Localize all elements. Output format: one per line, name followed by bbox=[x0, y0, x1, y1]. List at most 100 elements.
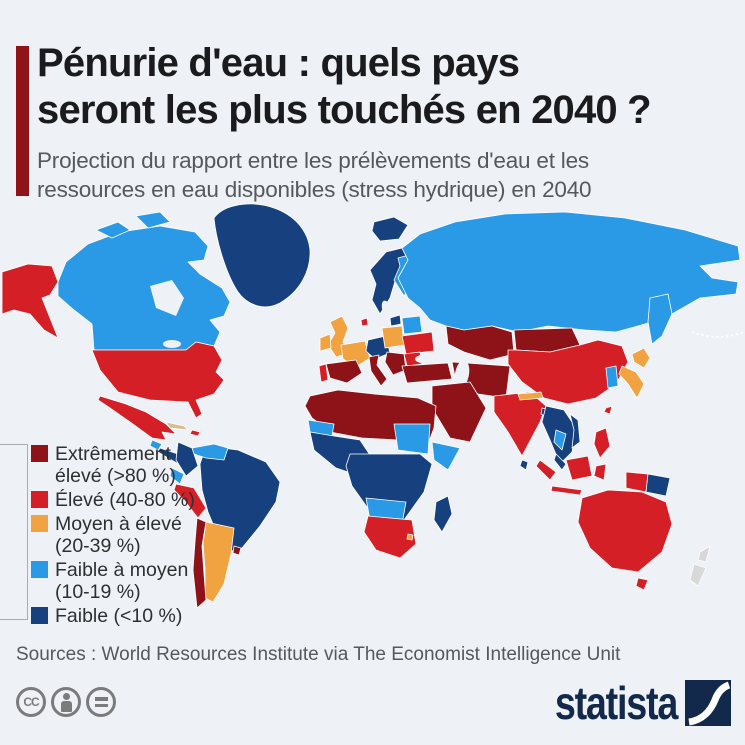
region-aleutian-islands bbox=[691, 331, 745, 338]
title-accent-bar bbox=[16, 46, 29, 196]
license-icons: CC bbox=[16, 687, 116, 717]
legend-label: Faible (<10 %) bbox=[55, 605, 183, 627]
region-spain bbox=[325, 359, 363, 384]
region-usa bbox=[91, 341, 225, 419]
region-borneo bbox=[565, 455, 593, 481]
page-subtitle: Projection du rapport entre les prélèvem… bbox=[37, 146, 592, 204]
no-derivatives-icon bbox=[86, 687, 116, 717]
legend-label: Moyen à élevé (20-39 %) bbox=[55, 513, 182, 557]
world-map bbox=[1, 203, 745, 609]
title-line-2: seront les plus touchés en 2040 ? bbox=[37, 88, 652, 132]
cc-icon-label: CC bbox=[23, 695, 39, 709]
region-west-papua bbox=[625, 471, 649, 493]
region-eswatini bbox=[406, 533, 414, 541]
legend: Extrêmement élevé (>80 %) Élevé (40-80 %… bbox=[31, 443, 203, 629]
region-philippines bbox=[593, 427, 611, 459]
subtitle-line-2: ressources en eau disponibles (stress hy… bbox=[37, 177, 592, 202]
region-central-asia bbox=[445, 325, 515, 361]
region-cuba bbox=[165, 421, 189, 431]
region-portugal bbox=[318, 363, 329, 383]
region-peru bbox=[173, 483, 207, 519]
region-madagascar bbox=[433, 495, 453, 533]
legend-item: Faible à moyen (10-19 %) bbox=[31, 559, 203, 603]
region-new-zealand-south bbox=[689, 563, 707, 587]
region-southern-africa bbox=[363, 515, 417, 559]
region-russia bbox=[397, 211, 741, 333]
region-ecuador bbox=[169, 467, 185, 485]
region-norway-sweden bbox=[369, 247, 409, 315]
subtitle-line-1: Projection du rapport entre les prélèvem… bbox=[37, 148, 589, 173]
legend-item: Extrêmement élevé (>80 %) bbox=[31, 443, 203, 487]
legend-item: Élevé (40-80 %) bbox=[31, 489, 203, 511]
legend-label: Faible à moyen (10-19 %) bbox=[55, 559, 189, 603]
region-nepal bbox=[517, 391, 544, 401]
legend-swatch-high bbox=[31, 491, 48, 508]
region-canada bbox=[57, 225, 231, 351]
region-guatemala bbox=[149, 439, 163, 451]
legend-swatch-extremely-high bbox=[31, 445, 48, 462]
region-kamchatka bbox=[647, 293, 673, 345]
region-argentina bbox=[202, 521, 235, 603]
statista-logo: statista bbox=[528, 676, 731, 730]
cc-icon: CC bbox=[16, 687, 46, 717]
statista-logo-icon bbox=[685, 680, 731, 726]
legend-item: Moyen à élevé (20-39 %) bbox=[31, 513, 203, 557]
region-papua-new-guinea bbox=[645, 473, 671, 497]
region-sumatra bbox=[535, 459, 557, 481]
region-france bbox=[340, 340, 371, 368]
region-chile bbox=[192, 517, 207, 609]
region-malaysia bbox=[553, 453, 567, 471]
region-tasmania bbox=[635, 577, 649, 591]
region-baltics bbox=[389, 314, 402, 327]
region-new-zealand-north bbox=[697, 545, 711, 563]
hudson-bay bbox=[150, 280, 184, 316]
equals-icon bbox=[94, 697, 108, 707]
region-japan-hokkaido bbox=[631, 347, 651, 369]
region-iceland bbox=[371, 216, 409, 242]
region-ireland bbox=[319, 333, 332, 352]
region-mexico bbox=[97, 395, 177, 441]
region-hispaniola bbox=[189, 429, 201, 437]
region-belarus bbox=[401, 315, 423, 335]
region-balkans bbox=[384, 351, 407, 376]
region-sulawesi bbox=[593, 463, 607, 481]
legend-swatch-low-medium bbox=[31, 561, 48, 578]
legend-swatch-low bbox=[31, 607, 48, 624]
sources-text: Sources : World Resources Institute via … bbox=[16, 644, 621, 665]
region-australia bbox=[577, 489, 673, 573]
region-colombia bbox=[175, 441, 199, 477]
region-horn-of-africa bbox=[431, 441, 461, 471]
region-denmark bbox=[360, 317, 369, 327]
legend-label: Élevé (40-80 %) bbox=[55, 489, 195, 511]
region-thailand bbox=[553, 429, 567, 451]
region-turkey bbox=[401, 362, 453, 384]
region-arctic-islands bbox=[135, 211, 171, 229]
person-icon bbox=[60, 692, 72, 712]
region-chad-sudan bbox=[393, 423, 431, 455]
attribution-icon bbox=[51, 687, 81, 717]
region-vietnam bbox=[569, 413, 581, 449]
legend-bracket bbox=[0, 444, 28, 620]
legend-item: Faible (<10 %) bbox=[31, 605, 203, 627]
region-greenland bbox=[213, 203, 311, 308]
caspian-sea bbox=[454, 360, 470, 388]
page-title: Pénurie d'eau : quels pays seront les pl… bbox=[37, 40, 652, 134]
region-romania bbox=[403, 351, 423, 367]
legend-swatch-medium-high bbox=[31, 515, 48, 532]
statista-wordmark: statista bbox=[554, 677, 678, 729]
region-taiwan bbox=[603, 405, 613, 415]
region-ukraine bbox=[401, 331, 435, 355]
region-sri-lanka bbox=[519, 459, 529, 471]
black-sea bbox=[415, 354, 441, 364]
title-line-1: Pénurie d'eau : quels pays bbox=[37, 41, 520, 85]
region-arctic-islands bbox=[95, 221, 131, 239]
region-alaska bbox=[1, 263, 59, 339]
region-uruguay bbox=[232, 545, 242, 556]
region-java bbox=[550, 485, 583, 496]
region-india bbox=[493, 391, 547, 457]
legend-label: Extrêmement élevé (>80 %) bbox=[55, 443, 176, 487]
region-korea bbox=[605, 365, 619, 389]
region-italy bbox=[368, 354, 388, 387]
great-lakes bbox=[163, 340, 181, 348]
